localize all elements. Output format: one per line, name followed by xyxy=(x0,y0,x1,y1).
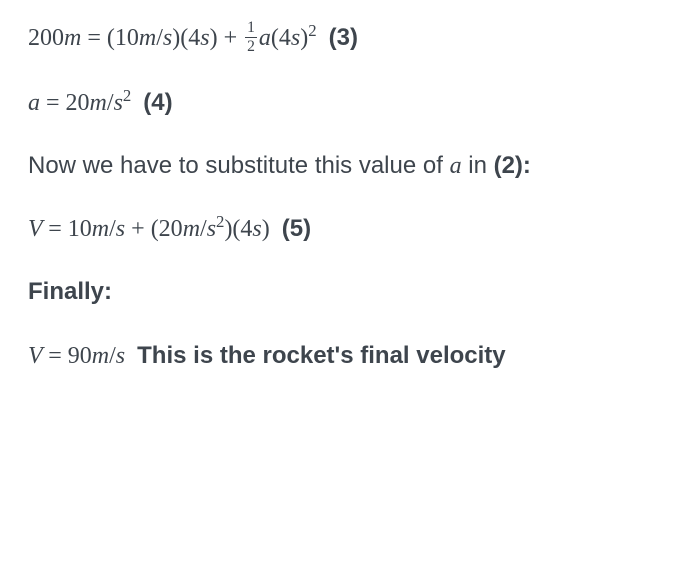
eq3-frac: 1 2 xyxy=(245,20,257,54)
eq3-lhs-num: 200 xyxy=(28,25,64,51)
eq4-s: s xyxy=(114,90,123,116)
eq3-t1-open: (10 xyxy=(107,25,139,51)
eq6-math: V = 90m/s xyxy=(28,343,131,369)
eq6-s: s xyxy=(116,343,125,369)
eq3-exp: 2 xyxy=(308,21,316,40)
text1-bold: (2): xyxy=(494,152,531,179)
eq3-t1-m: m xyxy=(139,25,156,51)
eq6-val: 90 xyxy=(68,343,92,369)
eq5-t1-s: s xyxy=(116,216,125,242)
eq6-eq: = xyxy=(48,343,62,369)
eq4-math: a = 20m/s2 xyxy=(28,90,137,116)
eq6-bold: This is the rocket's final velocity xyxy=(137,342,506,369)
eq5-t2-close: )(4 xyxy=(224,216,252,242)
equation-4: a = 20m/s2 (4) xyxy=(28,85,650,121)
eq5-t1-slash: / xyxy=(109,216,116,242)
eq5-t2-s: s xyxy=(207,216,216,242)
text1-a: a xyxy=(450,153,462,179)
eq4-label: (4) xyxy=(143,89,172,116)
eq3-t2-open: (4 xyxy=(271,25,291,51)
eq5-t2-open: (20 xyxy=(151,216,183,242)
eq3-frac-den: 2 xyxy=(245,38,257,55)
eq4-m: m xyxy=(90,90,107,116)
eq3-t2-s: s xyxy=(291,25,300,51)
eq5-t2-slash: / xyxy=(200,216,207,242)
eq5-t1-m: m xyxy=(92,216,109,242)
eq5-label: (5) xyxy=(282,215,311,242)
eq3-t1-close: )(4 xyxy=(172,25,200,51)
eq5-plus: + xyxy=(131,216,145,242)
eq6-m: m xyxy=(92,343,109,369)
equation-final: V = 90m/s This is the rocket's final vel… xyxy=(28,338,650,374)
eq3-t1-slash: / xyxy=(156,25,163,51)
eq4-val: 20 xyxy=(66,90,90,116)
finally-text: Finally: xyxy=(28,275,650,310)
eq4-slash: / xyxy=(107,90,114,116)
eq3-t1-end: ) xyxy=(210,25,218,51)
eq3-lhs-var: m xyxy=(64,25,81,51)
text1-part1: Now we have to substitute this value of xyxy=(28,152,450,179)
eq6-lhs: V xyxy=(28,343,42,369)
eq5-lhs: V xyxy=(28,216,42,242)
eq5-eq: = xyxy=(48,216,62,242)
eq3-math: 200m = (10m/s)(4s) + 1 2 a(4s)2 xyxy=(28,25,323,51)
eq4-eq: = xyxy=(46,90,60,116)
eq5-t1-val: 10 xyxy=(68,216,92,242)
eq3-label: (3) xyxy=(329,24,358,51)
eq5-t2-m: m xyxy=(183,216,200,242)
eq6-slash: / xyxy=(109,343,116,369)
eq5-t2-s2: s xyxy=(252,216,261,242)
eq3-plus: + xyxy=(224,25,238,51)
eq3-frac-num: 1 xyxy=(245,20,257,38)
equation-5: V = 10m/s + (20m/s2)(4s) (5) xyxy=(28,211,650,247)
eq5-t2-end: ) xyxy=(262,216,270,242)
eq3-t1-s: s xyxy=(163,25,172,51)
eq3-a: a xyxy=(259,25,271,51)
eq4-var: a xyxy=(28,90,40,116)
substitute-text: Now we have to substitute this value of … xyxy=(28,149,650,184)
text2-bold: Finally: xyxy=(28,278,112,305)
eq3-eq: = xyxy=(87,25,101,51)
eq4-exp: 2 xyxy=(123,86,131,105)
text1-part2: in xyxy=(462,152,494,179)
equation-3: 200m = (10m/s)(4s) + 1 2 a(4s)2 (3) xyxy=(28,20,650,57)
eq3-t1-s2: s xyxy=(200,25,209,51)
eq5-math: V = 10m/s + (20m/s2)(4s) xyxy=(28,216,276,242)
